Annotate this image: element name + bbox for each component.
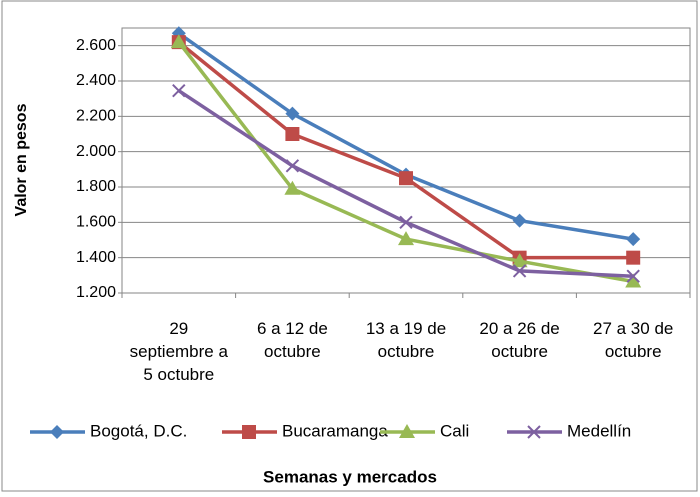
marker xyxy=(284,180,301,195)
marker xyxy=(242,425,256,439)
x-axis-title: Semanas y mercados xyxy=(263,467,437,486)
x-tick-label: 20 a 26 de octubre xyxy=(479,319,560,361)
marker xyxy=(512,264,527,278)
marker xyxy=(625,273,642,288)
y-tick-label: 2.000 xyxy=(76,143,116,160)
y-axis-title: Valor en pesos xyxy=(13,103,30,216)
legend-label: Medellín xyxy=(567,421,631,440)
y-tick-label: 2.400 xyxy=(76,72,116,89)
marker xyxy=(285,159,300,173)
marker xyxy=(172,84,186,98)
y-tick-label: 2.200 xyxy=(76,108,116,125)
marker xyxy=(399,171,413,186)
y-tick-label: 1.200 xyxy=(76,284,116,301)
x-tick-label: 13 a 19 de octubre xyxy=(365,319,447,361)
legend-label: Bogotá, D.C. xyxy=(90,421,187,440)
marker xyxy=(626,269,640,283)
legend-label: Bucaramanga xyxy=(282,421,388,440)
series-line xyxy=(177,41,634,284)
marker xyxy=(50,425,64,439)
x-tick-label: 29 septiembre a 5 octubre xyxy=(129,319,228,384)
marker xyxy=(399,424,415,438)
marker xyxy=(626,232,641,247)
marker xyxy=(170,34,187,49)
y-tick-label: 1.400 xyxy=(76,249,116,266)
marker xyxy=(285,106,300,121)
marker xyxy=(626,250,641,265)
marker xyxy=(285,127,300,141)
marker xyxy=(511,253,528,268)
marker xyxy=(527,425,541,439)
legend-label: Cali xyxy=(440,421,469,440)
y-tick-label: 1.800 xyxy=(76,178,116,195)
marker xyxy=(398,231,414,246)
y-tick-label: 1.600 xyxy=(76,214,116,231)
marker xyxy=(399,215,413,230)
x-tick-label: 27 a 30 de octubre xyxy=(593,319,674,361)
x-tick-label: 6 a 12 de octubre xyxy=(256,319,328,361)
y-tick-label: 2.600 xyxy=(76,37,116,54)
series-line xyxy=(177,40,634,260)
marker xyxy=(512,213,527,228)
plot-frame xyxy=(121,27,691,294)
